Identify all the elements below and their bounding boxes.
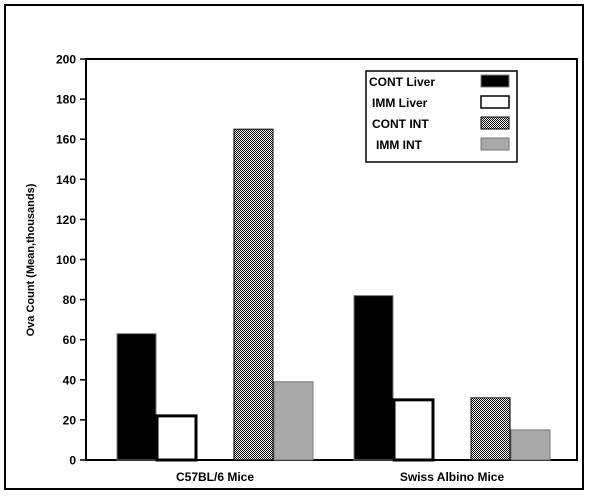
y-tick-label: 20 — [63, 413, 77, 427]
y-tick-label: 80 — [63, 293, 77, 307]
y-tick-label: 180 — [56, 93, 76, 107]
x-tick-label: Swiss Albino Mice — [400, 470, 505, 484]
y-tick-label: 200 — [56, 53, 76, 67]
bar-imm-liver — [392, 398, 435, 462]
legend-label: CONT INT — [372, 117, 429, 131]
y-tick-label: 100 — [56, 253, 76, 267]
legend-swatch — [480, 74, 510, 88]
x-tick-label: C57BL/6 Mice — [176, 470, 254, 484]
legend-swatch — [480, 95, 510, 109]
bar-imm-liver — [155, 414, 198, 462]
legend-swatch — [480, 116, 510, 130]
legend-label: IMM Liver — [372, 96, 428, 110]
y-tick-label: 0 — [69, 454, 76, 468]
legend-label: IMM INT — [376, 138, 423, 152]
legend-label: CONT Liver — [369, 75, 435, 89]
bar-imm-int — [510, 429, 551, 461]
bar-cont-int — [233, 128, 274, 461]
y-tick-label: 60 — [63, 333, 77, 347]
y-tick-label: 160 — [56, 133, 76, 147]
y-tick-label: 40 — [63, 373, 77, 387]
y-tick-label: 140 — [56, 173, 76, 187]
bar-cont-liver — [116, 333, 157, 461]
y-tick-label: 120 — [56, 213, 76, 227]
y-axis-label: Ova Count (Mean,thousands) — [25, 183, 37, 336]
bar-cont-int — [470, 397, 511, 461]
legend-swatch — [480, 137, 510, 151]
bar-cont-liver — [353, 295, 394, 461]
bar-imm-int — [273, 381, 314, 461]
